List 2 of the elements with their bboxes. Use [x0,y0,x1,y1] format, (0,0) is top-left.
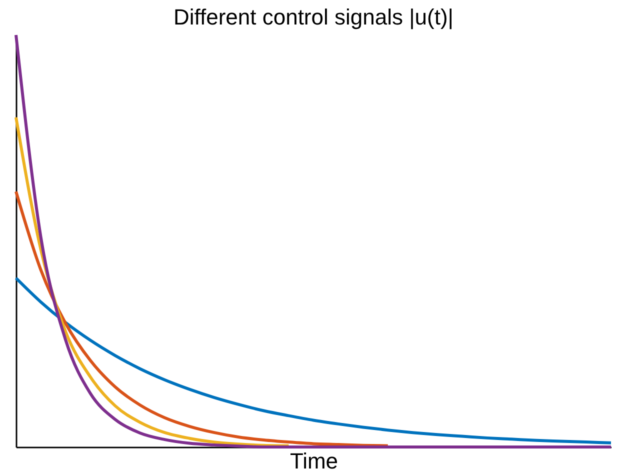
x-axis-title: Time [290,448,338,474]
chart-title: Different control signals |u(t)| [173,4,454,30]
